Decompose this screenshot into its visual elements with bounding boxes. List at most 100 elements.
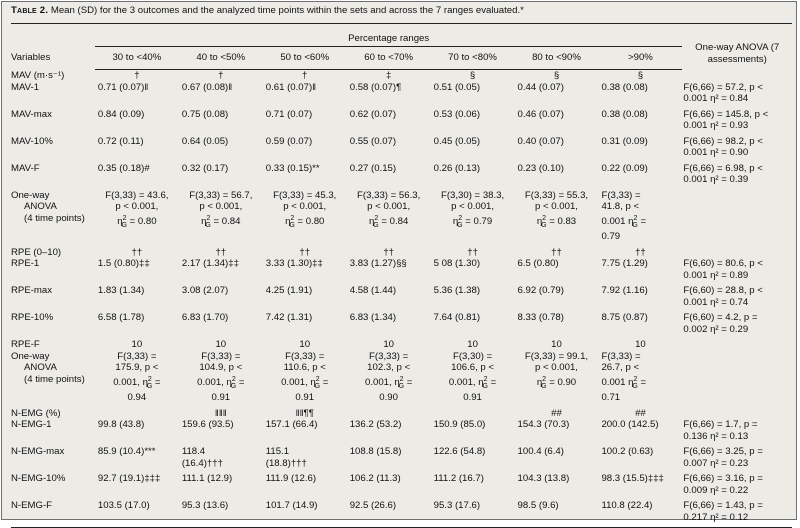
table-row: N-EMG-10% 92.7 (19.1)‡‡‡ 111.1 (12.9) 111.9… [11, 473, 792, 496]
value-cell: 111.2 (16.7) [431, 473, 515, 496]
significance-mark: † [218, 70, 224, 81]
significance-mark: ‡ [385, 70, 392, 81]
header-variables: Variables [11, 23, 95, 70]
significance-mark: †† [551, 246, 562, 258]
value-cell: 0.67 (0.08)‖ [181, 81, 233, 93]
anova-4tp-line: p < 0.001, [535, 362, 578, 374]
anova-4tp-line: η2G = 0.83 [515, 213, 599, 232]
anova-4tp-text: = [404, 376, 413, 388]
table-row: N-EMG-max 85.9 (10.4)*** 118.4 (16.4)††† 115… [11, 446, 792, 469]
value-cell: 0.27 (0.15) [349, 162, 397, 174]
value-line: 136.2 (53.2) [349, 419, 402, 431]
anova-line: F(6,66) = 3.25, p = [683, 446, 763, 458]
header-anova-line2: assessments) [707, 53, 767, 65]
value-cell: 157.1 (66.4) [263, 419, 347, 442]
row-label-line: One-way [11, 189, 50, 201]
anova-4tp-line: η2G = 0.80 [263, 213, 347, 232]
row-label: MAV-max [11, 108, 52, 120]
anova-4tp-cell: F(3,33) = 102.3, p <0.001, η2G = 0.90 [347, 351, 431, 404]
value-line: 100.2 (0.63) [601, 446, 654, 458]
value-cell: 3.33 (1.30)‡‡ [265, 258, 323, 270]
value-cell: 92.5 (26.6) [347, 500, 431, 523]
value-cell: 98.5 (9.6) [515, 500, 599, 523]
eta-squared-g-symbol: η2G [452, 214, 463, 229]
table-row: MAV-1 0.71 (0.07)‖ 0.67 (0.08)‖ 0.61 (0.07)… [11, 82, 792, 105]
anova-4tp-line: F(3,33) = [601, 189, 641, 201]
value-line: 103.5 (17.0) [97, 500, 150, 512]
table-row: MAV-10% 0.72 (0.11) 0.64 (0.05) 0.59 (0.07)… [11, 136, 792, 159]
value-cell: 0.53 (0.06) [433, 108, 481, 120]
anova-4tp-line: F(3,33) = 43.6, [105, 189, 169, 201]
anova-4tp-line: 110.6, p < [283, 362, 326, 374]
empty-cell [682, 247, 792, 259]
value-cell: 6.58 (1.78) [97, 312, 145, 324]
value-cell: 10 [215, 339, 227, 351]
section-title: RPE (0–10) [11, 246, 62, 258]
range-header: 70 to <80% [430, 46, 515, 70]
anova-4tp-cell: F(3,33) = 110.6, p <0.001, η2G = 0.91 [263, 351, 347, 404]
value-cell: 99.8 (43.8) [95, 419, 179, 442]
anova-4tp-cell: F(3,30) = 38.3, p < 0.001, η2G = 0.79 [431, 190, 515, 243]
range-header: 80 to <90% [514, 46, 599, 70]
anova-line: F(6,66) = 98.2, p < [683, 135, 763, 147]
value-cell: 136.2 (53.2) [347, 419, 431, 442]
section-title-row: MAV (m·s⁻¹) † † † ‡ § § § [11, 70, 792, 82]
anova-4tp-line: F(3,33) = [117, 350, 157, 362]
anova-4tp-line: 0.91 [295, 392, 315, 404]
table-row: MAV-max 0.84 (0.09) 0.75 (0.08) 0.71 (0.07)… [11, 109, 792, 132]
anova-4tp-line: 0.71 [601, 392, 621, 404]
row-label: RPE-max [11, 285, 53, 297]
anova-4tp-cell: F(3,33) = 104.9, p <0.001, η2G = 0.91 [179, 351, 263, 404]
anova-line: F(6,66) = 1.43, p = [683, 500, 763, 512]
value-line: 98.5 (9.6) [517, 500, 559, 512]
value-cell: 159.6 (93.5) [179, 419, 263, 442]
value-cell: 122.6 (54.8) [431, 446, 515, 469]
anova-4tp-text: = 0.83 [546, 215, 577, 227]
anova-4tp-line: 26.7, p < [601, 362, 640, 374]
anova-line: 0.001 η² = 0.90 [683, 147, 749, 158]
table-caption: Table 2. Mean (SD) for the 3 outcomes an… [11, 5, 791, 17]
value-cell: 101.7 (14.9) [263, 500, 347, 523]
value-line: (18.8)††† [265, 457, 307, 469]
significance-mark: § [637, 70, 644, 81]
value-cell: 0.31 (0.09) [601, 135, 648, 147]
anova-4tp-line: 0.90 [379, 392, 398, 404]
value-line: 154.3 (70.3) [517, 419, 570, 431]
eta-squared-g-symbol: η2G [226, 375, 237, 390]
row-label: MAV-F [11, 162, 40, 174]
anova-4tp-cell: F(3,33) = 56.3, p < 0.001, η2G = 0.84 [347, 190, 431, 243]
anova-4tp-line: η2G = 0.79 [431, 213, 515, 232]
value-line: 157.1 (66.4) [265, 419, 318, 431]
anova-4tp-line: 0.001, η2G = [431, 374, 515, 393]
value-cell: 8.75 (0.87) [601, 312, 648, 324]
significance-mark: †† [635, 246, 646, 258]
value-cell: 95.3 (13.6) [179, 500, 263, 523]
anova-line: 0.217 η² = 0.12 [683, 511, 749, 523]
value-cell: 10 [635, 339, 646, 351]
value-cell: 5.36 (1.38) [433, 285, 481, 297]
value-line: 159.6 (93.5) [181, 419, 234, 431]
anova-4tp-line: 106.6, p < [451, 362, 495, 374]
header-anova-line1: One-way ANOVA (7 [695, 41, 780, 53]
anova-4tp-cell: F(3,33) = 175.9, p <0.001, η2G = 0.94 [95, 351, 179, 404]
value-line: 99.8 (43.8) [97, 419, 145, 431]
eta-squared-g-symbol: η2G [478, 375, 488, 390]
table-row: MAV-F 0.35 (0.18)# 0.32 (0.17) 0.33 (0.15)*… [11, 163, 792, 186]
anova-4tp-line: 0.001, η2G = [95, 374, 179, 393]
anova-4tp-text: = [236, 376, 245, 388]
anova-4tp-line: F(3,33) = [369, 350, 409, 362]
value-cell: 6.92 (0.79) [517, 285, 564, 297]
anova-4tp-line: F(3,33) = 56.7, [189, 189, 253, 201]
value-cell: 0.44 (0.07) [517, 81, 564, 93]
anova-4tp-text: = [320, 376, 329, 388]
row-label: N-EMG-10% [11, 473, 66, 485]
anova-line: 0.136 η² = 0.13 [683, 430, 749, 442]
value-line: 115.1 [265, 446, 290, 458]
value-line: 85.9 (10.4)*** [97, 446, 156, 458]
anova-cell: F(6,66) = 3.25, p = 0.007 η² = 0.23 [682, 446, 792, 469]
row-label-line: (4 time points) [24, 373, 85, 385]
anova-4tp-text: 0.001 [601, 215, 629, 227]
significance-mark [347, 408, 431, 420]
section-title-row: RPE (0–10) †† †† †† †† †† †† †† [11, 247, 792, 259]
anova-4tp-line: 0.001 η2G = [601, 374, 682, 393]
